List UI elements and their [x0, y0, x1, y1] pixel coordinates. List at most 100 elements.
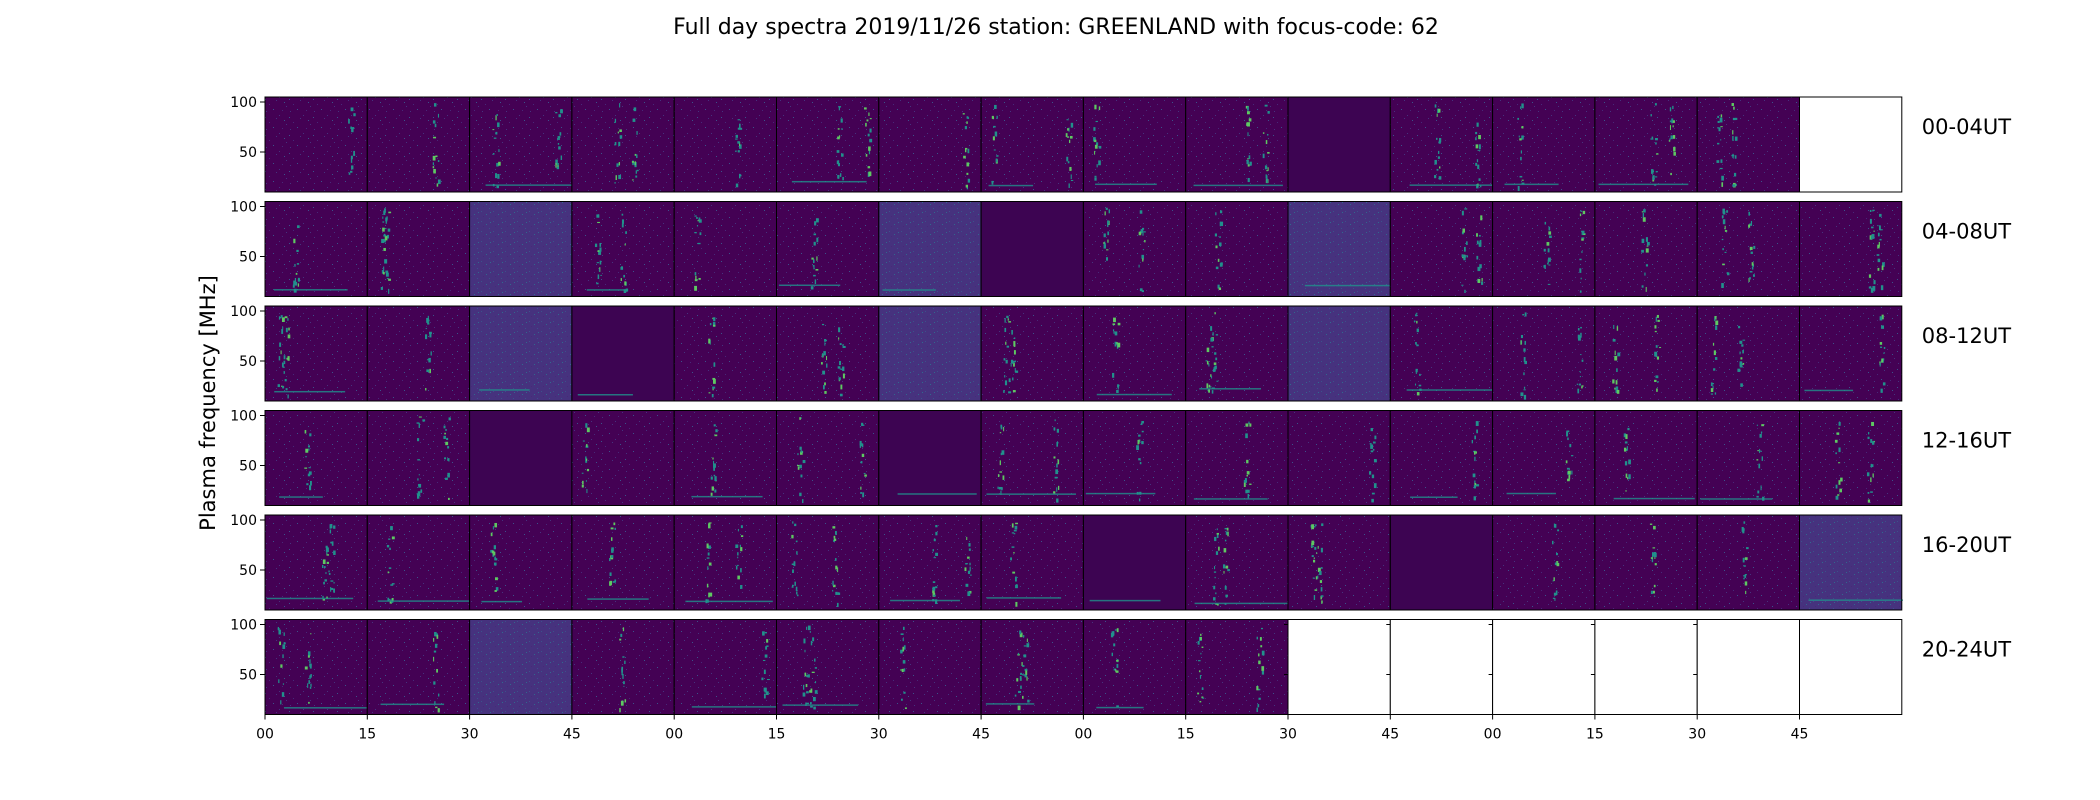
echo-trace — [380, 216, 389, 290]
trace-echo — [810, 688, 813, 693]
trace-echo — [330, 580, 334, 582]
trace-echo — [333, 582, 335, 584]
trace-echo — [821, 323, 825, 326]
trace-echo — [1870, 464, 1874, 468]
trace-echo — [1878, 225, 1881, 231]
panel-background — [367, 306, 470, 401]
trace-echo — [859, 440, 862, 446]
trace-echo — [800, 474, 803, 478]
trace-echo — [1624, 461, 1628, 466]
trace-echo — [710, 476, 713, 480]
trace-echo — [810, 705, 813, 708]
trace-echo — [815, 681, 817, 684]
trace-echo — [712, 377, 716, 380]
low-frequency-echo — [890, 599, 960, 602]
trace-echo — [1261, 650, 1265, 656]
spectrum-panel — [980, 96, 1084, 193]
trace-echo — [1438, 108, 1441, 113]
trace-echo — [1027, 699, 1030, 703]
panel-background — [1697, 97, 1800, 192]
trace-echo — [1628, 474, 1631, 480]
trace-echo — [964, 567, 967, 572]
trace-echo — [322, 559, 326, 565]
trace-echo — [429, 333, 432, 338]
trace-echo — [932, 581, 936, 583]
trace-echo — [388, 278, 391, 281]
trace-echo — [1645, 237, 1648, 242]
trace-echo — [708, 338, 711, 344]
trace-echo — [968, 548, 971, 551]
trace-echo — [490, 532, 493, 537]
trace-echo — [1524, 340, 1527, 345]
trace-echo — [1715, 320, 1719, 326]
trace-echo — [1732, 130, 1734, 135]
trace-echo — [1642, 217, 1646, 222]
low-frequency-echo — [1410, 496, 1458, 498]
trace-echo — [1670, 172, 1672, 176]
trace-echo — [1471, 440, 1473, 444]
trace-echo — [382, 271, 385, 275]
low-frequency-echo — [485, 184, 576, 186]
panel-background — [981, 410, 1084, 506]
echo-trace — [433, 631, 440, 713]
panel-background — [1799, 201, 1902, 297]
trace-echo — [1461, 210, 1464, 216]
panel-background — [1185, 201, 1288, 297]
trace-echo — [1838, 447, 1841, 453]
trace-echo — [1198, 660, 1201, 662]
trace-echo — [1479, 239, 1482, 245]
trace-echo — [1883, 346, 1886, 349]
spectrum-panel — [673, 96, 778, 193]
panel-background — [674, 619, 777, 715]
spectrum-panel — [1594, 96, 1698, 193]
trace-echo — [495, 587, 499, 591]
trace-echo — [1523, 348, 1526, 352]
spectrum-panel — [1287, 305, 1391, 402]
trace-echo — [1476, 159, 1479, 163]
trace-echo — [1004, 318, 1006, 323]
trace-echo — [585, 423, 588, 428]
panel-background — [1697, 515, 1800, 610]
trace-echo — [1227, 531, 1229, 537]
trace-echo — [1746, 547, 1749, 550]
trace-echo — [1094, 175, 1097, 177]
spectrum-panel — [776, 619, 880, 715]
trace-echo — [382, 216, 384, 219]
spectrum-panel — [1082, 201, 1187, 297]
trace-echo — [708, 522, 712, 524]
trace-echo — [1580, 326, 1582, 329]
trace-echo — [1739, 351, 1741, 355]
trace-echo — [1314, 546, 1317, 550]
trace-echo — [965, 184, 969, 188]
spectrum-panel — [1185, 410, 1289, 506]
trace-echo — [822, 370, 826, 375]
trace-echo — [738, 173, 741, 179]
trace-echo — [1013, 362, 1015, 367]
echo-trace — [735, 119, 743, 188]
trace-echo — [1311, 524, 1315, 530]
spectrum-panel — [571, 96, 675, 193]
trace-echo — [333, 525, 336, 529]
trace-echo — [695, 275, 697, 280]
echo-trace — [555, 109, 563, 170]
trace-echo — [618, 174, 622, 180]
trace-echo — [791, 563, 795, 566]
trace-echo — [555, 163, 557, 168]
trace-echo — [902, 646, 905, 652]
trace-echo — [325, 545, 328, 549]
spectrum-panel — [1696, 201, 1800, 297]
trace-echo — [1098, 145, 1102, 149]
trace-echo — [1720, 139, 1722, 141]
trace-echo — [1067, 161, 1070, 164]
panel-background — [1185, 410, 1288, 506]
trace-echo — [1616, 326, 1619, 331]
echo-trace — [864, 107, 873, 178]
trace-echo — [1416, 328, 1419, 333]
trace-echo — [1581, 230, 1583, 233]
trace-echo — [816, 256, 818, 261]
trace-echo — [1213, 597, 1216, 601]
trace-echo — [1140, 422, 1143, 426]
trace-echo — [1010, 557, 1012, 561]
panel-background — [265, 306, 368, 401]
